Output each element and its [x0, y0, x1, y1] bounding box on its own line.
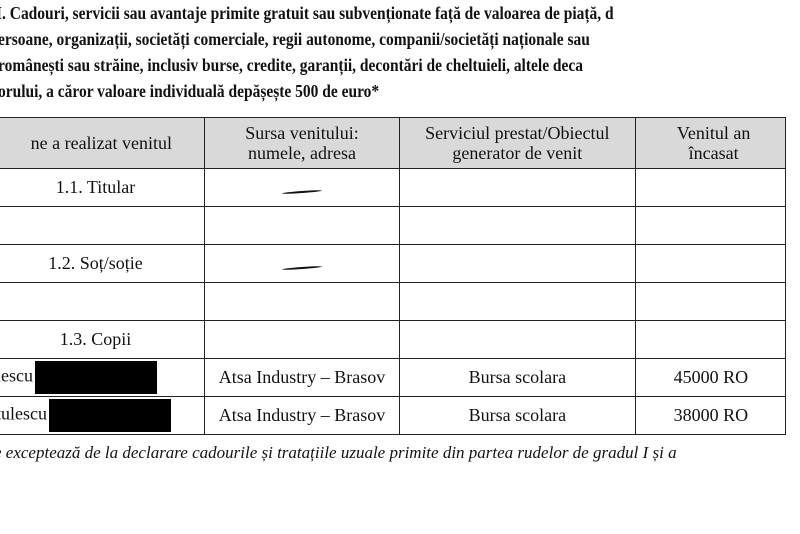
cell-amount: 45000 RO: [634, 358, 787, 397]
header-who: ne a realizat venitul: [0, 117, 206, 169]
cell-amount: [634, 244, 787, 283]
child-name: ulescu: [0, 365, 33, 386]
cell-source: Atsa Industry – Brasov: [204, 358, 400, 397]
cell-amount: 38000 RO: [634, 396, 787, 435]
cell-source: [204, 244, 400, 283]
cell-amount: [634, 168, 787, 207]
header-amount: Venitul an încasat: [634, 117, 787, 169]
table-row: utulescu Atsa Industry – Brasov Bursa sc…: [0, 396, 787, 435]
redaction-box: [34, 361, 157, 394]
footnote: e exceptează de la declarare cadourile ș…: [0, 443, 677, 462]
header-source: Sursa venitului: numele, adresa: [204, 117, 400, 169]
cell-source: [204, 282, 400, 321]
table-row: ulescu Atsa Industry – Brasov Bursa scol…: [0, 358, 787, 397]
cell-who: [0, 206, 206, 245]
cell-who: [0, 282, 206, 321]
dash-mark: [281, 265, 323, 271]
table-row: [0, 282, 787, 321]
table-row: [0, 206, 787, 245]
table-row: 1.1. Titular: [0, 168, 787, 207]
header-service: Serviciul prestat/Obiectul generator de …: [399, 117, 636, 169]
cell-who: ulescu: [0, 358, 206, 397]
cell-who: 1.3. Copii: [0, 320, 206, 359]
cell-amount: [634, 320, 787, 359]
cell-service: [399, 168, 636, 207]
header-service-text: Serviciul prestat/Obiectul generator de …: [425, 123, 610, 163]
heading-line: românești sau străine, inclusiv burse, c…: [0, 55, 584, 75]
cell-source: [204, 206, 400, 245]
cell-who: utulescu: [0, 396, 206, 435]
cell-service: [399, 282, 636, 321]
cell-who: 1.2. Soț/soție: [0, 244, 206, 283]
table-row: 1.3. Copii: [0, 320, 787, 359]
cell-service: [399, 320, 636, 359]
header-source-text: Sursa venitului: numele, adresa: [245, 123, 359, 163]
cell-who: 1.1. Titular: [0, 168, 206, 207]
cell-service: [399, 206, 636, 245]
cell-source: [204, 168, 400, 207]
child-name: utulescu: [0, 403, 47, 424]
cell-service: Bursa scolara: [399, 358, 636, 397]
heading-line: ersoane, organizații, societăți comercia…: [0, 29, 590, 49]
cell-source: Atsa Industry – Brasov: [204, 396, 400, 435]
cell-source: [204, 320, 400, 359]
table-row: 1.2. Soț/soție: [0, 244, 787, 283]
dash-mark: [281, 189, 323, 195]
heading-line: orului, a căror valoare individuală depă…: [0, 81, 380, 101]
redaction-box: [49, 399, 171, 432]
table-header-row: ne a realizat venitul Sursa venitului: n…: [0, 117, 787, 169]
header-amount-text: Venitul an încasat: [676, 123, 751, 163]
cell-service: [399, 244, 636, 283]
cell-service: Bursa scolara: [399, 396, 636, 435]
cell-amount: [634, 282, 787, 321]
cell-amount: [634, 206, 787, 245]
income-table: ne a realizat venitul Sursa venitului: n…: [0, 117, 787, 435]
heading-line: I. Cadouri, servicii sau avantaje primit…: [0, 3, 614, 23]
